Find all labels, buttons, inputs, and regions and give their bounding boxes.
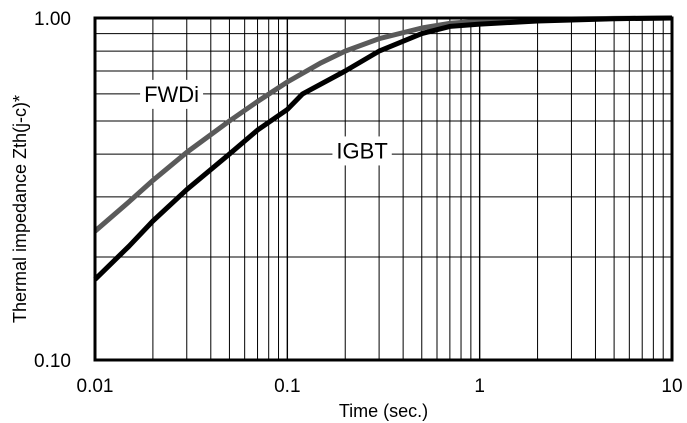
series-layer bbox=[93, 15, 673, 282]
annotation-layer: FWDi IGBT bbox=[140, 79, 392, 166]
x-tick-label: 1 bbox=[474, 376, 485, 397]
annotation-background bbox=[332, 136, 392, 166]
series-line-igbt bbox=[93, 15, 673, 282]
annotation-background bbox=[140, 79, 204, 109]
series-annotation: FWDi bbox=[140, 79, 204, 109]
annotation-text: IGBT bbox=[336, 138, 387, 163]
annotation-text: FWDi bbox=[144, 82, 199, 107]
series-annotation: IGBT bbox=[332, 136, 392, 166]
x-tick-label: 0.01 bbox=[77, 376, 114, 397]
x-tick-label: 10 bbox=[661, 376, 682, 397]
plot-frame bbox=[93, 16, 674, 362]
y-tick-label: 1.00 bbox=[34, 9, 71, 30]
grid-layer bbox=[95, 18, 672, 360]
tick-layer: 0.01 0.1 1 10 0.10 1.00 bbox=[34, 9, 683, 397]
x-tick-label: 0.1 bbox=[274, 376, 300, 397]
x-axis-label: Time (sec.) bbox=[339, 401, 428, 421]
y-tick-label: 0.10 bbox=[34, 351, 71, 372]
y-axis-label: Thermal impedance Zth(j-c)* bbox=[10, 95, 30, 323]
